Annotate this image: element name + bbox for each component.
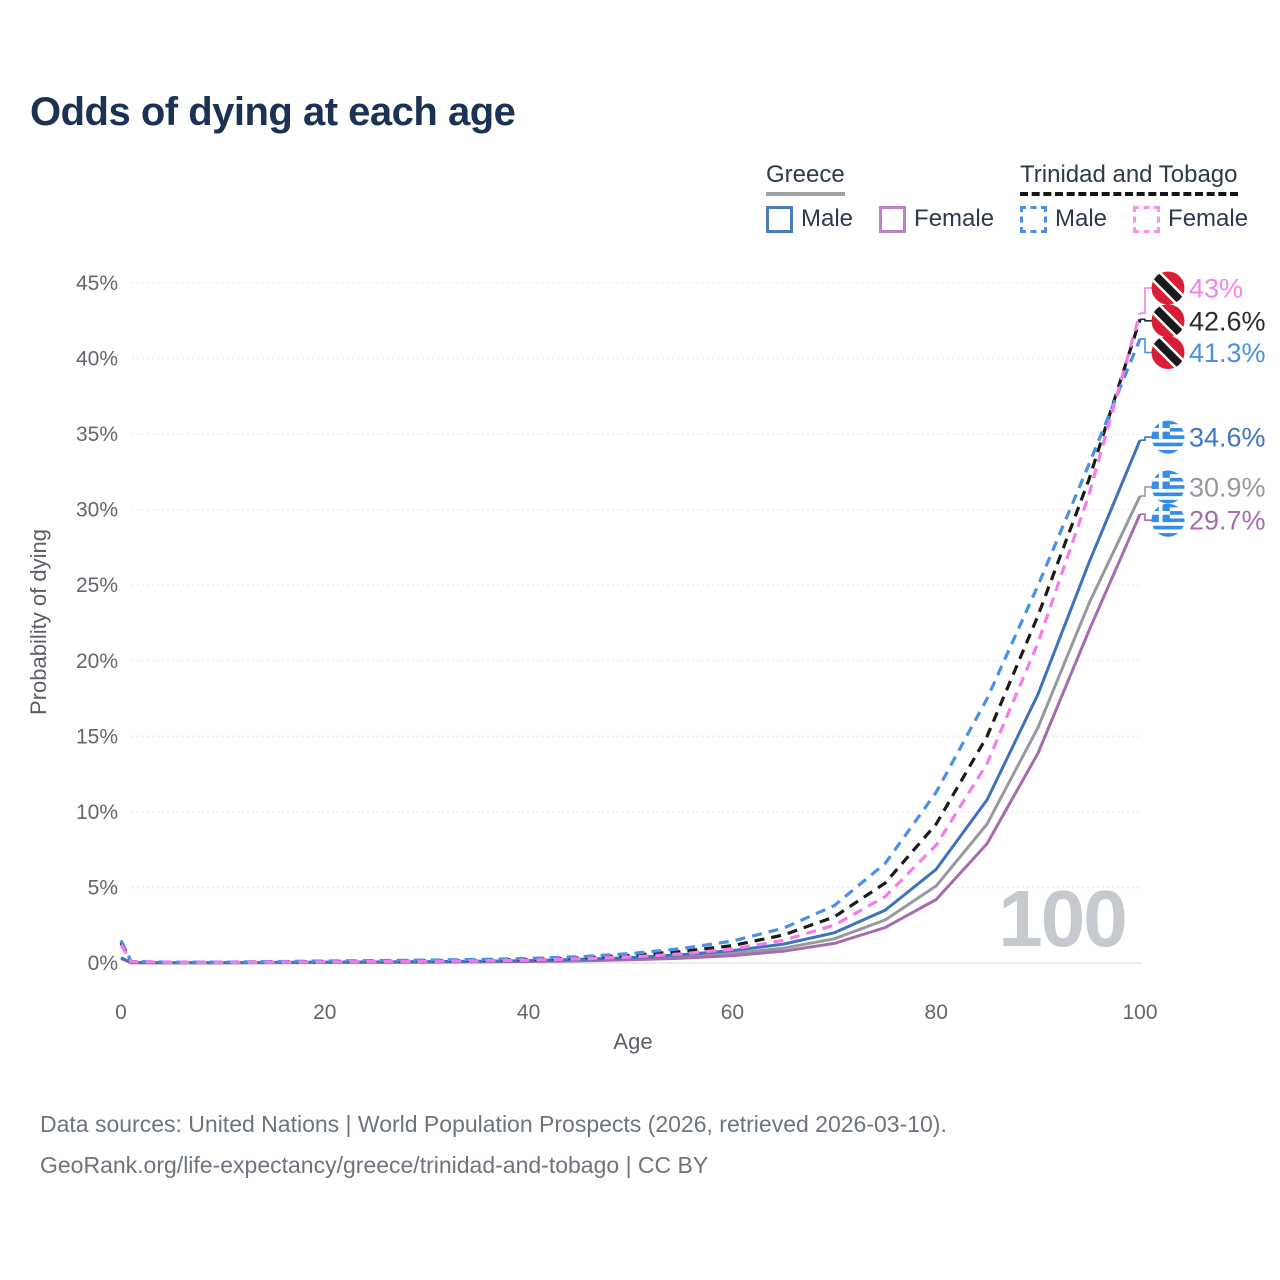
legend-group-greece: Greece Male Female (766, 162, 994, 233)
y-tick-label: 30% (76, 499, 118, 522)
end-label-tt_female: 43% (1189, 273, 1243, 303)
series-line-tt_total (119, 318, 1142, 964)
x-axis-tick-labels: 0 20 40 60 80 100 (115, 1001, 1157, 1024)
legend-swatch-greece-male-icon (766, 205, 793, 233)
y-tick-label: 40% (76, 348, 118, 371)
x-tick-label: 60 (721, 1001, 744, 1024)
end-label-greece_male: 34.6% (1189, 423, 1266, 453)
greece-flag-icon (1151, 470, 1185, 504)
label-connector-greece_male (1140, 436, 1152, 441)
x-tick-label: 20 (313, 1001, 336, 1024)
legend-item-greece-male: Male (766, 205, 853, 233)
x-tick-label: 0 (115, 1001, 127, 1024)
greece-flag-icon (1151, 420, 1185, 454)
label-connector-tt_male (1140, 338, 1152, 354)
end-label-greece_total: 30.9% (1189, 473, 1266, 503)
trinidad-and-tobago-flag-icon (1151, 271, 1185, 305)
y-axis-title: Probability of dying (26, 529, 51, 715)
y-axis-tick-labels: 0% 5% 10% 15% 20% 25% 30% 35% 40% 45% (76, 272, 118, 975)
legend-label-tt-male: Male (1055, 205, 1108, 233)
footer: Data sources: United Nations | World Pop… (40, 1104, 947, 1186)
page-title: Odds of dying at each age (30, 90, 516, 134)
legend-items-trinidad-and-tobago: Male Female (1020, 205, 1248, 233)
series-lines (119, 312, 1142, 965)
y-tick-label: 35% (76, 423, 118, 446)
legend-title-greece: Greece (766, 162, 845, 197)
series-line-greece_female (120, 513, 1142, 965)
series-line-tt_female (119, 312, 1142, 964)
series-line-greece_total (120, 495, 1142, 965)
legend-swatch-greece-female-icon (879, 205, 907, 233)
label-connector-tt_female (1140, 287, 1152, 314)
legend-item-greece-female: Female (879, 205, 994, 233)
age-watermark: 100 (998, 874, 1125, 963)
legend-label-greece-male: Male (801, 205, 854, 233)
x-tick-label: 100 (1122, 1001, 1157, 1024)
greece-flag-icon (1151, 503, 1185, 537)
x-tick-label: 40 (517, 1001, 540, 1024)
label-connector-greece_female (1140, 513, 1152, 521)
legend-items-greece: Male Female (766, 205, 994, 233)
trinidad-and-tobago-flag-icon (1151, 304, 1185, 338)
legend-label-tt-female: Female (1168, 205, 1249, 233)
trinidad-and-tobago-flag-icon (1151, 336, 1185, 370)
legend-title-trinidad-and-tobago: Trinidad and Tobago (1020, 162, 1238, 197)
x-tick-label: 80 (925, 1001, 948, 1024)
end-labels: 43%42.6%41.3% 34.6% 30.9%29.7% (1189, 273, 1266, 535)
end-label-tt_total: 42.6% (1189, 306, 1266, 336)
series-line-tt_male (119, 338, 1142, 964)
x-axis-title: Age (613, 1029, 652, 1054)
legend-group-trinidad-and-tobago: Trinidad and Tobago Male Female (1020, 162, 1248, 233)
legend-item-tt-female: Female (1133, 205, 1248, 233)
label-connector-tt_total (1140, 318, 1152, 322)
y-tick-label: 10% (76, 801, 118, 824)
legend-swatch-tt-male-icon (1020, 205, 1047, 233)
footer-attribution: GeoRank.org/life-expectancy/greece/trini… (40, 1152, 709, 1178)
y-tick-label: 0% (88, 952, 118, 975)
end-label-flags (1151, 271, 1185, 537)
legend-label-greece-female: Female (914, 205, 995, 233)
label-connector-greece_total (1140, 486, 1152, 497)
legend-swatch-tt-female-icon (1133, 205, 1161, 233)
footer-data-sources: Data sources: United Nations | World Pop… (40, 1111, 947, 1137)
y-tick-label: 45% (76, 272, 118, 295)
y-tick-label: 20% (76, 650, 118, 673)
legend-item-tt-male: Male (1020, 205, 1107, 233)
end-label-connectors (1140, 287, 1152, 521)
y-tick-label: 15% (76, 725, 118, 748)
gridlines (132, 282, 1142, 964)
end-label-greece_female: 29.7% (1189, 506, 1266, 536)
y-tick-label: 5% (88, 876, 118, 899)
y-tick-label: 25% (76, 574, 118, 597)
end-label-tt_male: 41.3% (1189, 338, 1266, 368)
